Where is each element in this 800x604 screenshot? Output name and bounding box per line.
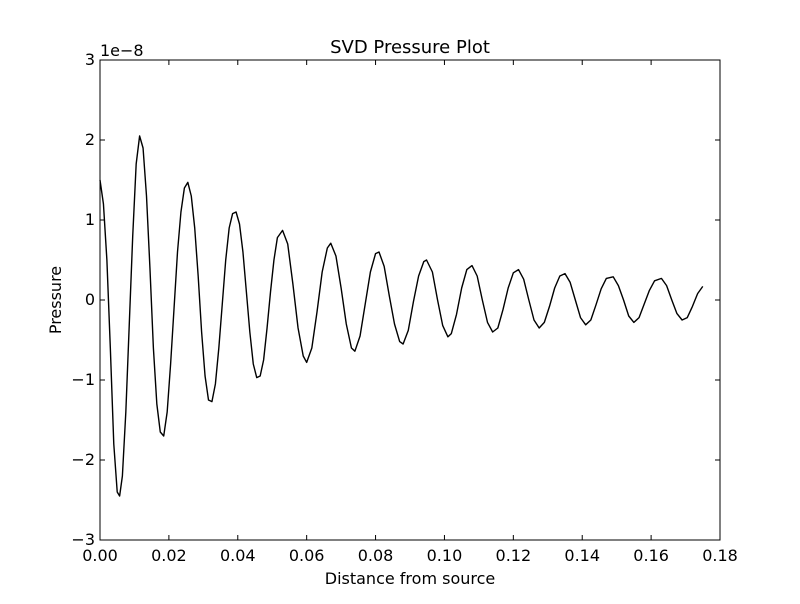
y-axis-offset-label: 1e−8: [100, 41, 144, 60]
y-tick-label: 1: [85, 210, 95, 229]
axes-frame: [99, 59, 721, 541]
plot-area: [99, 59, 721, 541]
x-tick-label: 0.08: [358, 546, 394, 565]
x-tick-label: 0.14: [564, 546, 600, 565]
y-tick-label: 3: [85, 50, 95, 69]
x-tick-label: 0.04: [220, 546, 256, 565]
x-axis-ticks: 0.00 0.02 0.04 0.06 0.08 0.10 0.12 0.14 0.16 0.18: [82, 60, 738, 565]
x-tick-label: 0.00: [82, 546, 118, 565]
y-tick-label: −1: [71, 370, 95, 389]
x-tick-label: 0.06: [289, 546, 325, 565]
x-tick-label: 0.10: [427, 546, 463, 565]
y-axis-label: Pressure: [46, 266, 65, 334]
y-tick-label: 0: [85, 290, 95, 309]
series-line-0: [99, 135, 704, 497]
x-tick-label: 0.12: [496, 546, 532, 565]
y-tick-label: −3: [71, 530, 95, 549]
chart-title: SVD Pressure Plot: [330, 37, 490, 58]
y-tick-label: 2: [85, 130, 95, 149]
y-tick-label: −2: [71, 450, 95, 469]
x-axis-label: Distance from source: [325, 569, 496, 588]
x-tick-label: 0.16: [633, 546, 669, 565]
x-tick-label: 0.18: [702, 546, 738, 565]
y-axis-ticks: −3 −2 −1 0 1 2 3: [71, 50, 720, 549]
x-tick-label: 0.02: [151, 546, 187, 565]
